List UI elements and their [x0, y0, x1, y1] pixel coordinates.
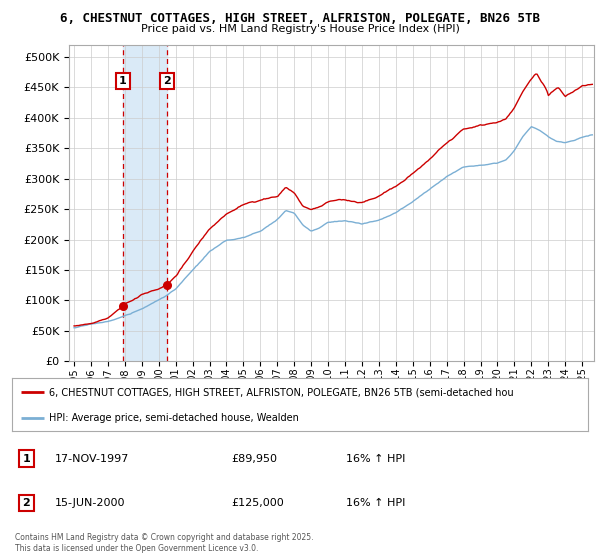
Text: 6, CHESTNUT COTTAGES, HIGH STREET, ALFRISTON, POLEGATE, BN26 5TB (semi-detached : 6, CHESTNUT COTTAGES, HIGH STREET, ALFRI… — [49, 388, 514, 398]
Text: HPI: Average price, semi-detached house, Wealden: HPI: Average price, semi-detached house,… — [49, 413, 299, 423]
Text: Contains HM Land Registry data © Crown copyright and database right 2025.
This d: Contains HM Land Registry data © Crown c… — [15, 533, 314, 553]
Text: 17-NOV-1997: 17-NOV-1997 — [55, 454, 130, 464]
Bar — [123, 45, 167, 361]
Text: 2: 2 — [163, 76, 170, 86]
Text: 16% ↑ HPI: 16% ↑ HPI — [346, 498, 406, 508]
Text: 1: 1 — [23, 454, 30, 464]
Text: 16% ↑ HPI: 16% ↑ HPI — [346, 454, 406, 464]
Text: 15-JUN-2000: 15-JUN-2000 — [55, 498, 126, 508]
Text: £125,000: £125,000 — [231, 498, 284, 508]
Text: £89,950: £89,950 — [231, 454, 277, 464]
Text: 1: 1 — [119, 76, 127, 86]
Text: Price paid vs. HM Land Registry's House Price Index (HPI): Price paid vs. HM Land Registry's House … — [140, 24, 460, 34]
Text: 6, CHESTNUT COTTAGES, HIGH STREET, ALFRISTON, POLEGATE, BN26 5TB: 6, CHESTNUT COTTAGES, HIGH STREET, ALFRI… — [60, 12, 540, 25]
Text: 2: 2 — [23, 498, 30, 508]
